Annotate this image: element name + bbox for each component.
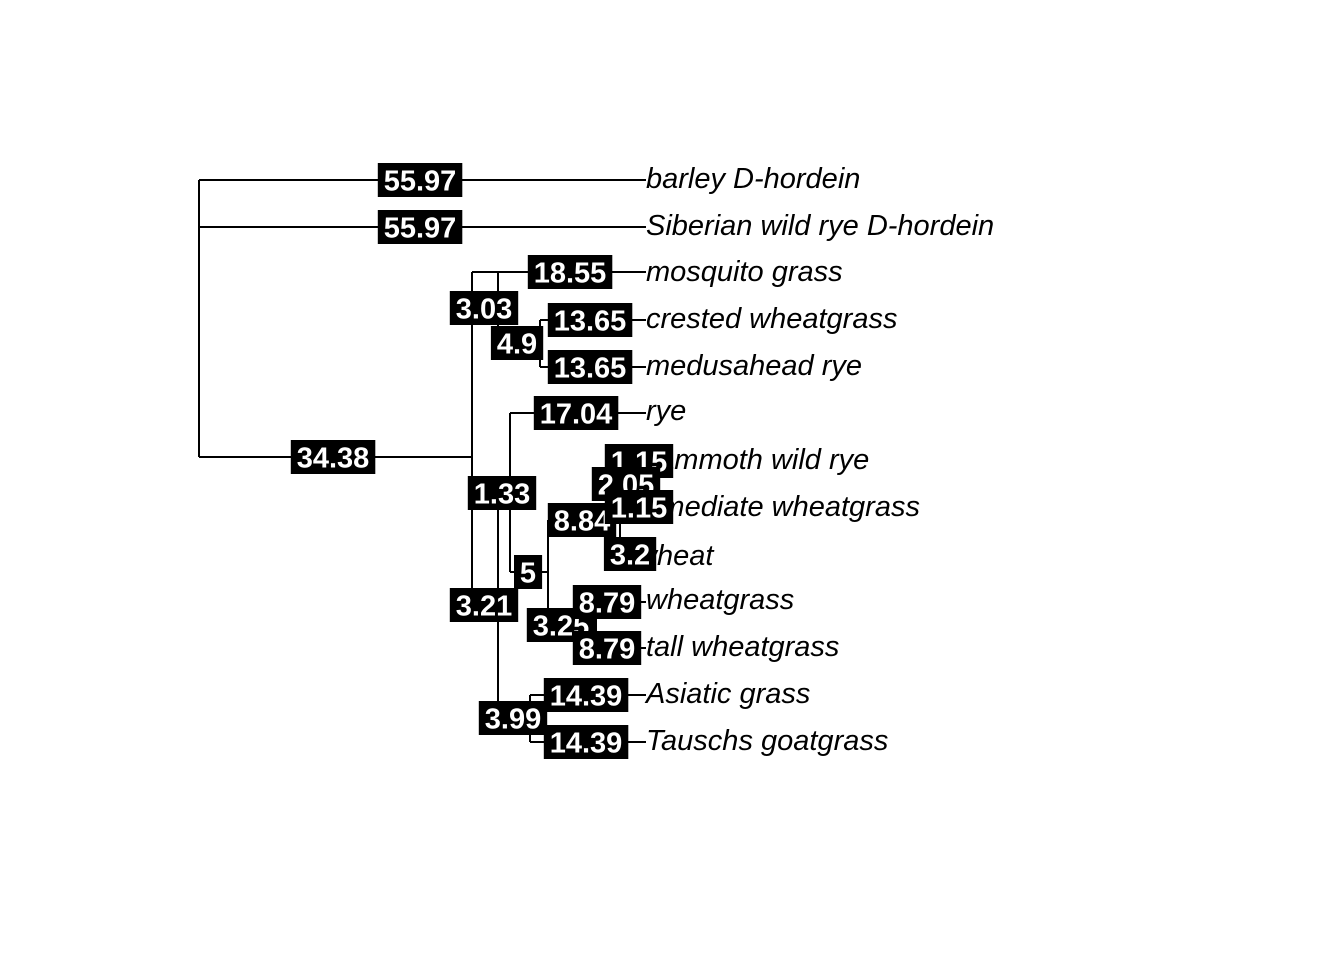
edge-label-rye: 17.04: [533, 396, 619, 431]
edge-label-text: 5: [520, 558, 536, 590]
edge-label-node-at: 3.99: [478, 701, 548, 736]
edge-label-wheat: 3.2: [603, 537, 657, 572]
edge-label-box: [478, 701, 548, 735]
edge-label-barley: 55.97: [377, 163, 463, 198]
edge-label-text: 18.55: [534, 258, 607, 290]
edge-label-text: 8.79: [579, 588, 635, 620]
edge-label-box: [449, 588, 519, 622]
edge-label-intermediate-wheatgrass: 1.15: [604, 490, 674, 525]
edge-label-asiatic-grass: 14.39: [543, 678, 629, 713]
edge-label-node-cm: 4.9: [490, 326, 544, 361]
tip-label: medusahead rye: [646, 350, 862, 382]
tip-label: mammoth wild rye: [634, 444, 869, 476]
edge-label-box: [490, 326, 544, 360]
edge-label-text: 8.84: [554, 506, 610, 538]
tip-label: barley D-hordein: [646, 163, 860, 195]
edge-label-text: 14.39: [550, 681, 623, 713]
tip-label: Siberian wild rye D-hordein: [646, 210, 994, 242]
edge-label-box: [377, 163, 463, 197]
edge-label-box: [543, 678, 629, 712]
tip-label: Tauschs goatgrass: [646, 725, 888, 757]
tip-label: crested wheatgrass: [646, 303, 897, 335]
edge-label-text: 4.9: [497, 329, 537, 361]
edge-label-box: [377, 210, 463, 244]
edge-label-text: 3.21: [456, 591, 512, 623]
edge-label-text: 3.03: [456, 294, 512, 326]
edge-label-box: [604, 490, 674, 524]
edge-label-crested-wheatgrass: 13.65: [547, 303, 633, 338]
edge-label-siberian-wild-rye: 55.97: [377, 210, 463, 245]
edge-label-text: 3.99: [485, 704, 541, 736]
edge-label-box: [290, 440, 376, 474]
edge-label-text: 55.97: [384, 166, 457, 198]
edge-label-box: [514, 555, 543, 589]
edge-label-text: 3.2: [610, 540, 650, 572]
edge-label-node-a: 3.03: [449, 291, 519, 326]
edge-label-box: [603, 537, 657, 571]
edge-label-box: [533, 396, 619, 430]
edge-label-box: [547, 350, 633, 384]
edge-label-main-clade: 34.38: [290, 440, 376, 475]
edge-label-tauschs-goatgrass: 14.39: [543, 725, 629, 760]
edge-label-box: [543, 725, 629, 759]
edge-label-text: 34.38: [297, 443, 370, 475]
edge-label-box: [449, 291, 519, 325]
edge-label-text: 1.15: [611, 493, 667, 525]
edge-label-box: [467, 476, 537, 510]
edge-label-box: [572, 631, 642, 665]
edge-labels: 55.97 55.97 34.38 3.03 18.55 4.9 13.65 1…: [290, 163, 674, 760]
edge-label-mosquito-grass: 18.55: [527, 255, 613, 290]
edge-label-text: 13.65: [554, 306, 627, 338]
tip-label: wheatgrass: [646, 584, 794, 616]
edge-label-text: 1.33: [474, 479, 530, 511]
edge-label-text: 13.65: [554, 353, 627, 385]
tip-labels: barley D-hordein Siberian wild rye D-hor…: [604, 163, 994, 757]
edge-label-text: 14.39: [550, 728, 623, 760]
edge-label-text: 17.04: [540, 399, 613, 431]
edge-label-box: [527, 255, 613, 289]
tip-label: tall wheatgrass: [646, 631, 839, 663]
edge-label-node-b: 3.21: [449, 588, 519, 623]
tip-label: Asiatic grass: [644, 678, 810, 710]
edge-label-text: 8.79: [579, 634, 635, 666]
tip-label: mosquito grass: [646, 256, 843, 288]
edge-label-node-d: 5: [514, 555, 543, 590]
edge-label-tall-wheatgrass: 8.79: [572, 631, 642, 666]
edge-label-box: [572, 585, 642, 619]
edge-label-medusahead-rye: 13.65: [547, 350, 633, 385]
edge-label-node-c: 1.33: [467, 476, 537, 511]
tip-label: rye: [646, 395, 686, 427]
edge-label-box: [547, 303, 633, 337]
edge-label-text: 55.97: [384, 213, 457, 245]
edge-label-wheatgrass: 8.79: [572, 585, 642, 620]
